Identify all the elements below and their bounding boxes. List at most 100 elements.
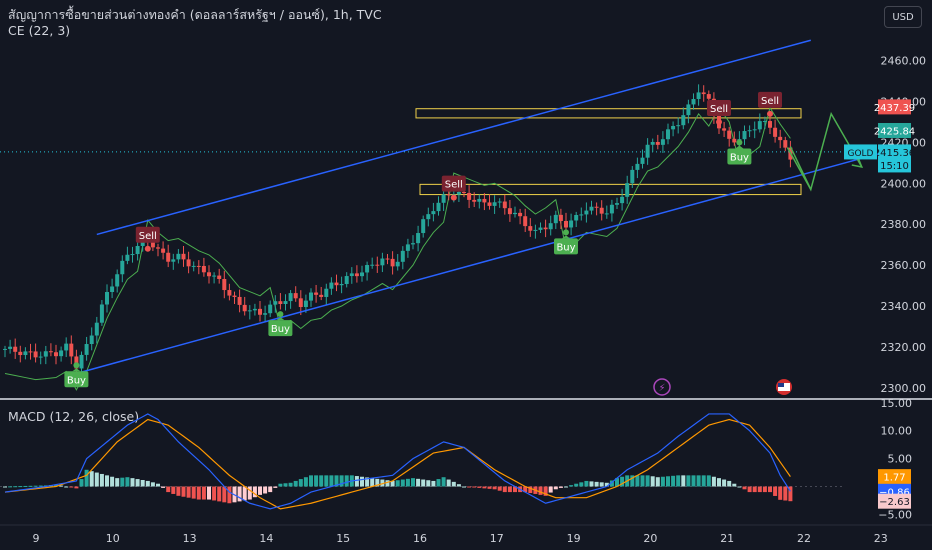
macd-histogram-bar [711, 476, 716, 487]
support-resistance-zone [415, 108, 802, 119]
macd-histogram-bar [288, 482, 293, 487]
candle-body [405, 244, 410, 251]
signal-label-bg [554, 238, 578, 255]
signal-label-bg [707, 100, 731, 116]
macd-histogram-bar [604, 482, 609, 487]
candle [365, 261, 370, 281]
candle [3, 345, 7, 358]
candle [630, 166, 635, 188]
macd-histogram-bar [456, 484, 461, 487]
macd-histogram-bar [548, 486, 553, 493]
candle [115, 269, 120, 293]
candle [120, 255, 125, 283]
macd-histogram-bar [207, 486, 211, 500]
macd-histogram-bar [84, 469, 89, 487]
macd-histogram-bar [319, 475, 324, 487]
buy-signal: Buy [268, 311, 293, 337]
candle-body [319, 294, 324, 297]
candle [431, 202, 436, 222]
candle [589, 200, 594, 215]
symbol-tag-bg [844, 144, 877, 160]
macd-histogram-bar [293, 480, 298, 487]
candle-body [329, 282, 334, 289]
candle-body [666, 129, 670, 140]
candle-body [324, 288, 329, 297]
candle-body [13, 346, 18, 352]
candle-body [574, 214, 579, 221]
currency-button[interactable]: USD [884, 6, 922, 28]
candle-body [212, 275, 217, 277]
macd-histogram-bar [762, 486, 767, 493]
candle-body [584, 210, 589, 215]
macd-histogram-bar [171, 486, 176, 494]
candle-body [263, 313, 268, 315]
candle [227, 283, 232, 301]
candle [732, 131, 737, 146]
candle [370, 257, 375, 269]
candle-body [161, 248, 166, 253]
candle [604, 205, 609, 219]
macd-value-label: −2.63 [878, 493, 911, 509]
candle [38, 351, 43, 365]
candle-body [543, 227, 548, 230]
price-label-text: 2415.36 [874, 148, 915, 159]
buy-signal: Buy [554, 229, 578, 255]
candle-body [89, 335, 94, 345]
candle-body [135, 246, 140, 255]
candle [543, 219, 548, 238]
candle [69, 335, 74, 365]
candle-body [171, 259, 176, 262]
macd-value-label-bg [878, 493, 911, 509]
candle-body [242, 304, 247, 312]
macd-histogram-bar [242, 486, 247, 501]
candle [222, 270, 227, 299]
candle-body [732, 138, 737, 143]
macd-axis-tick: 5.00 [888, 453, 913, 466]
macd-histogram-bar [8, 486, 13, 488]
candle-body [441, 194, 446, 203]
buy-signal: Buy [64, 362, 89, 388]
macd-histogram-bar [329, 475, 334, 487]
time-axis-tick: 15 [336, 532, 350, 545]
candle-body [94, 322, 99, 336]
candle [288, 290, 293, 309]
candle [135, 242, 140, 261]
candle-body [671, 125, 676, 130]
candle-body [416, 233, 421, 244]
macd-histogram-bar [487, 486, 492, 489]
candle [298, 290, 303, 316]
candle-body [48, 351, 53, 353]
candle [574, 211, 579, 228]
candle-body [773, 127, 778, 137]
candle [309, 288, 313, 307]
candle [99, 300, 104, 326]
candle-body [191, 265, 196, 267]
candle [783, 136, 788, 152]
candle [360, 265, 364, 282]
macd-histogram-bar [681, 475, 686, 487]
candle-body [650, 141, 655, 145]
macd-histogram-bar [69, 486, 74, 488]
candle [482, 193, 487, 211]
macd-histogram-bar [660, 476, 665, 487]
candle [635, 157, 640, 179]
candle-body [176, 253, 181, 260]
candle-body [676, 125, 681, 127]
candle [385, 254, 390, 265]
candle [477, 194, 482, 209]
candle-body [655, 141, 660, 145]
macd-histogram-bar [79, 479, 84, 487]
macd-histogram-bar [640, 475, 645, 487]
macd-histogram-bar [732, 483, 737, 487]
candle-body [615, 203, 619, 205]
macd-histogram-bar [747, 486, 752, 493]
price-axis-tick: 2320.00 [881, 341, 927, 354]
macd-histogram-bar [227, 486, 232, 504]
macd-histogram-bar [94, 472, 99, 487]
sell-signal: Sell [707, 100, 731, 125]
price-label: 2437.39 [874, 99, 915, 115]
signal-label-bg [441, 175, 466, 192]
candle [314, 284, 319, 303]
candle-body [140, 239, 145, 247]
